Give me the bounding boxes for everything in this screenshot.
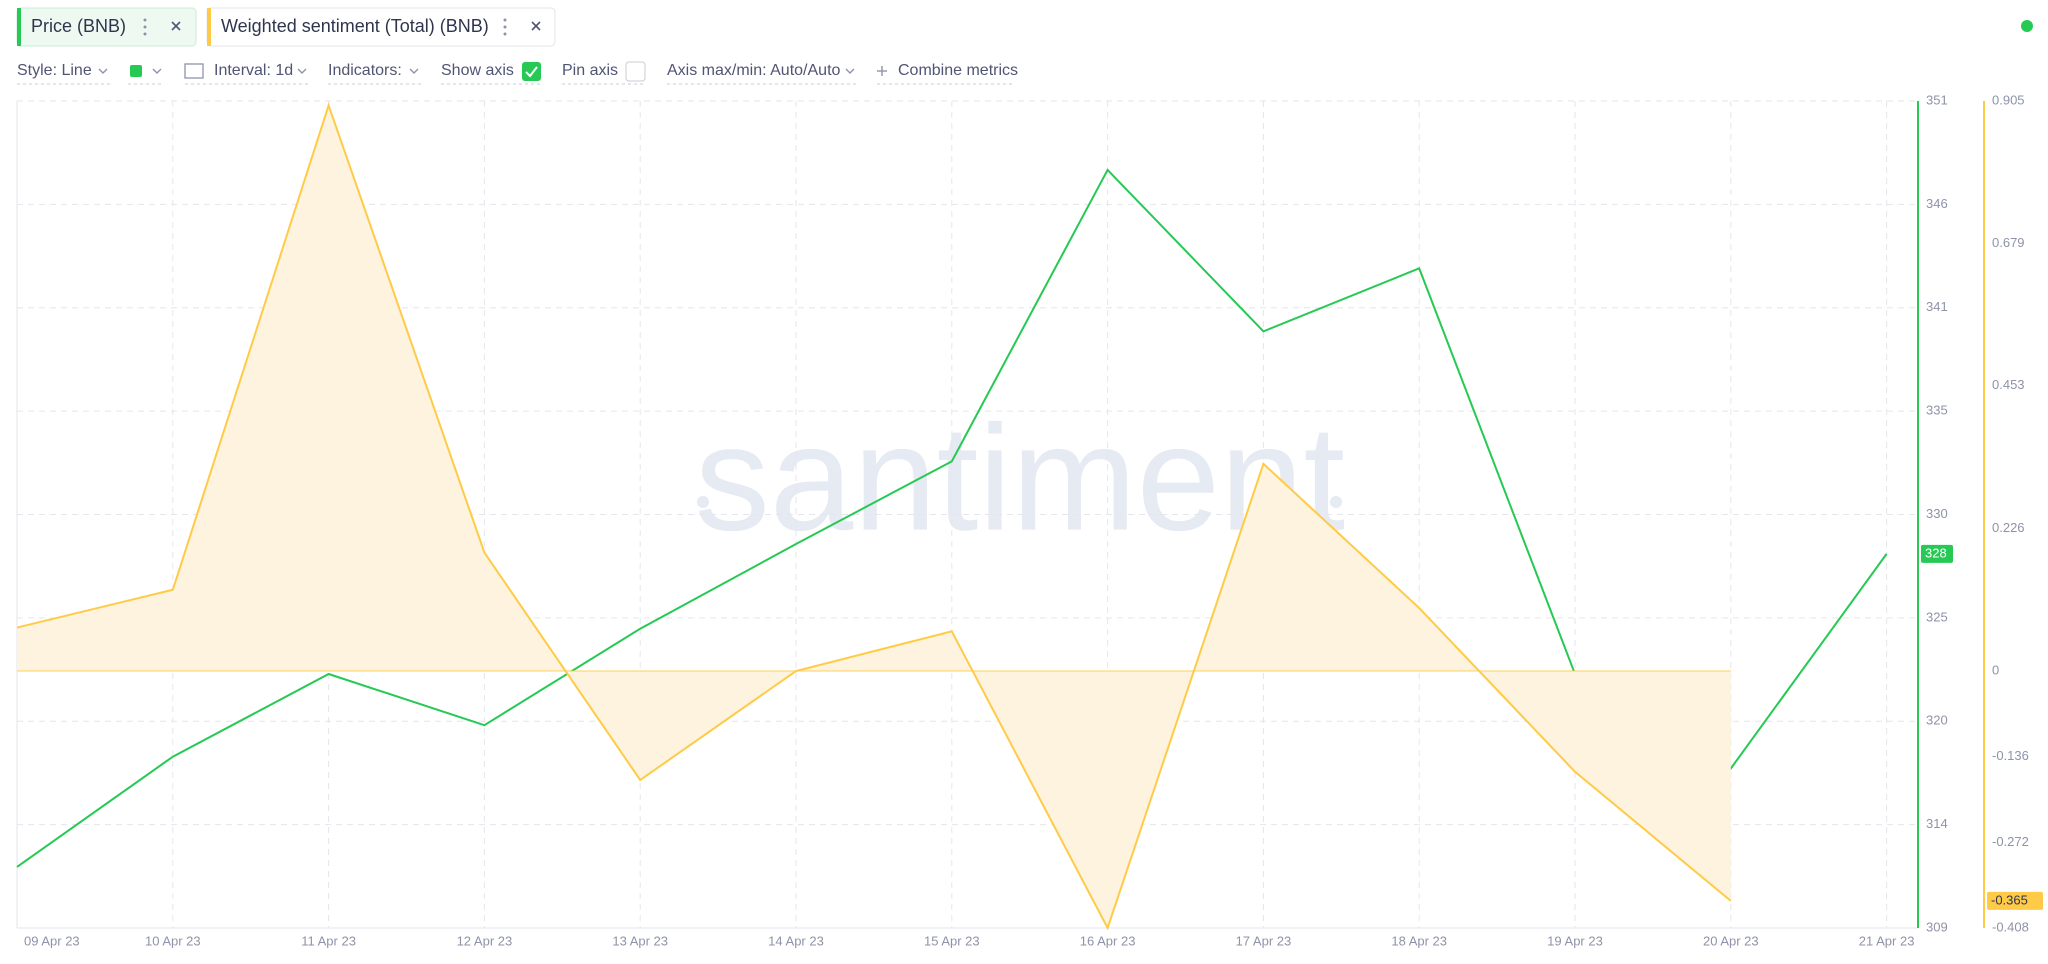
x-tick-label: 20 Apr 23 <box>1703 933 1759 948</box>
y2-tick-label: 0.679 <box>1992 235 2025 250</box>
chevron <box>845 68 855 74</box>
chevron <box>152 68 162 74</box>
x-tick-label: 11 Apr 23 <box>301 933 356 948</box>
chevron <box>297 68 307 74</box>
x-tick-label: 17 Apr 23 <box>1236 933 1292 948</box>
close-icon[interactable] <box>531 21 541 31</box>
show-axis-checkbox[interactable] <box>522 62 541 81</box>
x-tick-label: 14 Apr 23 <box>768 933 824 948</box>
x-tick-label: 15 Apr 23 <box>924 933 980 948</box>
combine-metrics[interactable]: Combine metrics <box>898 62 1018 79</box>
last-value-label: 328 <box>1925 545 1947 560</box>
last-value-label: -0.365 <box>1991 892 2028 907</box>
y2-tick-label: 0.226 <box>1992 520 2025 535</box>
x-tick-label: 13 Apr 23 <box>612 933 668 948</box>
interval-icon <box>184 63 204 79</box>
x-tick-label: 10 Apr 23 <box>145 933 201 948</box>
indicators-select[interactable]: Indicators: <box>328 62 402 79</box>
x-tick-label: 12 Apr 23 <box>457 933 513 948</box>
interval-select[interactable]: Interval: 1d <box>214 62 293 79</box>
y2-tick-label: 0.453 <box>1992 377 2025 392</box>
tab-label: Price (BNB) <box>31 16 126 36</box>
show-axis-label[interactable]: Show axis <box>441 62 514 79</box>
x-tick-label: 09 Apr 23 <box>24 933 80 948</box>
y-tick-label: 341 <box>1926 299 1948 314</box>
checkmark <box>525 66 538 78</box>
y-tick-label: 325 <box>1926 609 1948 624</box>
last-value-badge <box>1921 544 1953 563</box>
area <box>17 105 1731 928</box>
close-icon[interactable] <box>171 21 181 31</box>
y-tick-label: 320 <box>1926 713 1948 728</box>
menu-icon[interactable] <box>503 18 507 36</box>
watermark: santiment <box>695 394 1345 562</box>
watermark-dot <box>1330 496 1342 508</box>
y2-tick-label: 0.905 <box>1992 92 2025 107</box>
y2-tick-label: 0 <box>1992 662 1999 677</box>
status-dot <box>2021 20 2033 32</box>
y-tick-label: 314 <box>1926 816 1948 831</box>
x-tick-label: 19 Apr 23 <box>1547 933 1603 948</box>
y-tick-label: 309 <box>1926 919 1948 934</box>
plot-area: santiment 309 314 320 325 330 335 341 346 351 -0.4… <box>16 92 2043 948</box>
chevron <box>98 68 108 74</box>
y-tick-label: 351 <box>1926 92 1948 107</box>
x-tick-label: 16 Apr 23 <box>1080 933 1136 948</box>
pin-axis-label[interactable]: Pin axis <box>562 62 618 79</box>
tab-marker <box>17 8 21 46</box>
tab-label: Weighted sentiment (Total) (BNB) <box>221 16 489 36</box>
chevron <box>409 68 419 74</box>
watermark-dot <box>697 496 709 508</box>
pin-axis-checkbox[interactable] <box>625 61 646 82</box>
axis-range-select[interactable]: Axis max/min: Auto/Auto <box>667 62 841 79</box>
last-value-badge <box>1987 891 2043 910</box>
y2-tick-label: -0.136 <box>1992 748 2029 763</box>
x-tick-label: 18 Apr 23 <box>1391 933 1447 948</box>
line <box>16 102 1732 931</box>
plus-icon <box>877 66 887 76</box>
y-tick-label: 330 <box>1926 506 1948 521</box>
y2-tick-label: -0.408 <box>1992 919 2029 934</box>
tab-marker <box>207 8 211 46</box>
y2-tick-label: -0.272 <box>1992 834 2029 849</box>
menu-icon[interactable] <box>143 18 147 36</box>
style-select[interactable]: Style: Line <box>17 62 92 79</box>
y-tick-label: 335 <box>1926 403 1948 418</box>
y-tick-label: 346 <box>1926 196 1948 211</box>
x-tick-label: 21 Apr 23 <box>1859 933 1915 948</box>
color-picker[interactable] <box>130 65 142 77</box>
